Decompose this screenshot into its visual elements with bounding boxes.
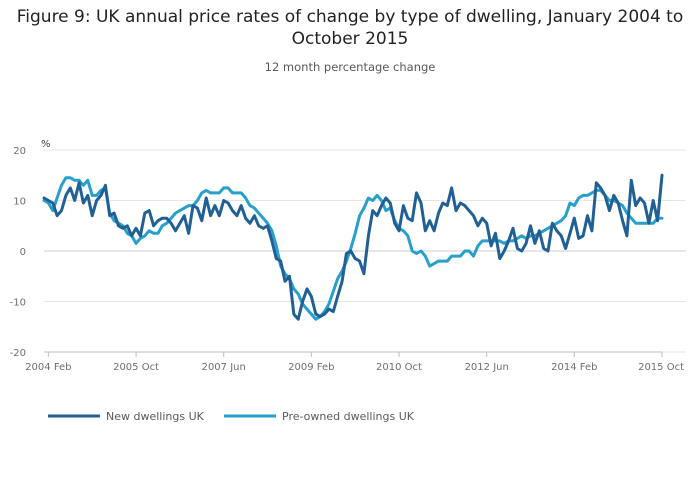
series-line-pre-owned-dwellings-uk xyxy=(42,176,664,321)
y-tick-label: -10 xyxy=(10,298,26,309)
y-tick-label: -20 xyxy=(10,348,26,359)
y-tick-label: 10 xyxy=(13,197,26,208)
series-line-new-dwellings-uk xyxy=(42,173,664,321)
x-tick-label: 2012 Jun xyxy=(465,362,509,373)
legend: New dwellings UK Pre-owned dwellings UK xyxy=(48,410,415,423)
x-tick-label: 2007 Jun xyxy=(202,362,246,373)
gridlines xyxy=(44,149,686,353)
x-tick-label: 2004 Feb xyxy=(25,362,71,373)
y-axis-ticks: 20 10 0 -10 -20 xyxy=(10,146,26,359)
x-tick-label: 2009 Feb xyxy=(288,362,334,373)
series-lines xyxy=(42,173,664,321)
x-tick-label: 2005 Oct xyxy=(113,362,159,373)
x-tick-label: 2010 Oct xyxy=(376,362,422,373)
chart-subtitle: 12 month percentage change xyxy=(264,60,436,74)
y-axis-unit-label: % xyxy=(41,139,51,150)
chart-header: Figure 9: UK annual price rates of chang… xyxy=(0,6,700,74)
x-tick-label: 2015 Oct xyxy=(638,362,684,373)
x-tick-label: 2014 Feb xyxy=(551,362,597,373)
y-tick-label: 0 xyxy=(20,247,26,258)
y-tick-label: 20 xyxy=(13,146,26,157)
chart-title: Figure 9: UK annual price rates of chang… xyxy=(16,7,684,49)
x-axis: 2004 Feb 2005 Oct 2007 Jun 2009 Feb 2010 Oct… xyxy=(25,351,684,373)
legend-label-pre-owned-dwellings-uk: Pre-owned dwellings UK xyxy=(282,410,415,423)
legend-label-new-dwellings-uk: New dwellings UK xyxy=(106,410,205,423)
